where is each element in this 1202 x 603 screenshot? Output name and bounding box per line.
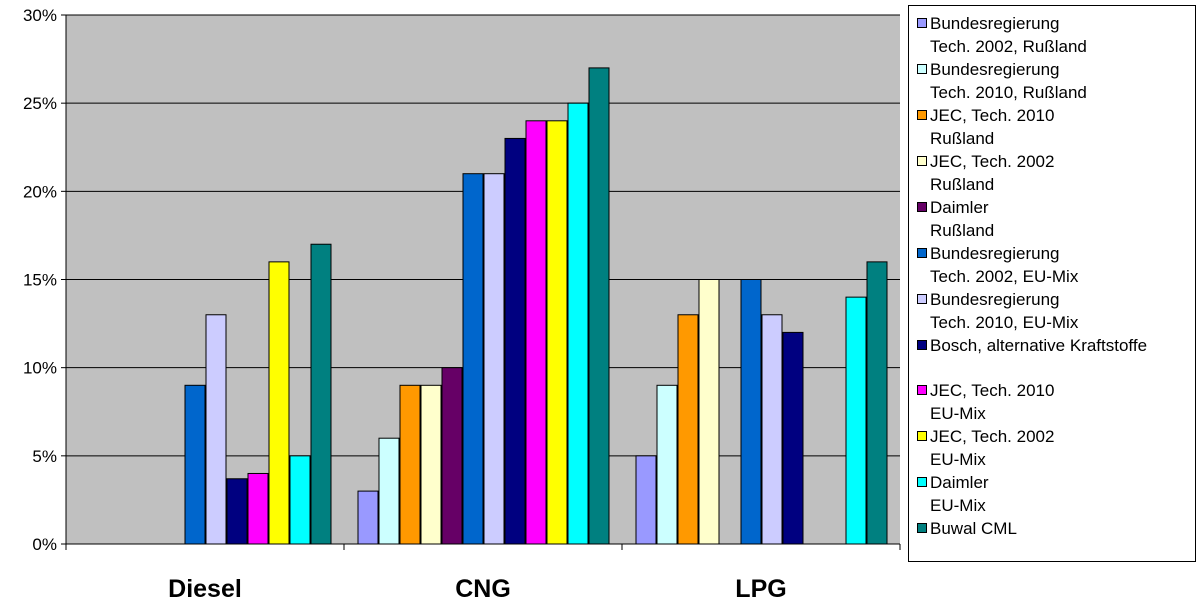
legend-item: Bosch, alternative Kraftstoffe — [917, 334, 1191, 357]
bar — [866, 261, 888, 545]
bar — [357, 490, 379, 545]
bar — [782, 331, 804, 545]
bar — [483, 173, 505, 545]
legend-swatch — [917, 523, 927, 533]
bar — [399, 384, 421, 545]
legend-label: JEC, Tech. 2010 Rußland — [930, 106, 1055, 148]
legend-swatch — [917, 431, 927, 441]
legend-item: Bundesregierung Tech. 2010, Rußland — [917, 58, 1191, 104]
y-tick-label: 25% — [23, 94, 57, 113]
legend: Bundesregierung Tech. 2002, Rußland Bunde… — [908, 5, 1196, 562]
bar — [378, 437, 400, 545]
y-tick-labels: 0% 5% 10% 15% 20% 25% 30% — [23, 6, 57, 554]
y-tick-label: 0% — [32, 535, 57, 554]
bar — [247, 472, 269, 545]
x-tick-label: CNG — [455, 575, 511, 603]
bar — [588, 67, 610, 545]
legend-swatch — [917, 477, 927, 487]
bar — [567, 102, 589, 545]
y-tick-label: 15% — [23, 271, 57, 290]
legend-label: JEC, Tech. 2002 EU-Mix — [930, 427, 1055, 469]
bars — [184, 67, 888, 545]
bar — [226, 478, 248, 545]
bar — [656, 384, 678, 545]
legend-swatch — [917, 294, 927, 304]
legend-label: JEC, Tech. 2010 EU-Mix — [930, 381, 1055, 423]
legend-item: Bundesregierung Tech. 2002, EU-Mix — [917, 242, 1191, 288]
legend-item: JEC, Tech. 2010 Rußland — [917, 104, 1191, 150]
bar — [546, 120, 568, 545]
bar — [268, 261, 290, 545]
bar — [635, 455, 657, 545]
legend-label: JEC, Tech. 2002 Rußland — [930, 152, 1055, 194]
legend-label: Bosch, alternative Kraftstoffe — [930, 336, 1148, 355]
x-tick-labels: Diesel CNG LPG — [168, 575, 787, 603]
legend-swatch — [917, 340, 927, 350]
y-tick-label: 30% — [23, 6, 57, 25]
bar — [420, 384, 442, 545]
legend-item: JEC, Tech. 2002 Rußland — [917, 150, 1191, 196]
legend-item: JEC, Tech. 2002 EU-Mix — [917, 425, 1191, 471]
legend-label: Buwal CML — [930, 519, 1017, 538]
bar — [504, 137, 526, 545]
legend-label: Daimler Rußland — [930, 198, 995, 240]
legend-label: Bundesregierung Tech. 2002, EU-Mix — [930, 244, 1079, 286]
legend-label: Bundesregierung Tech. 2010, Rußland — [930, 60, 1087, 102]
bar — [845, 296, 867, 545]
legend-swatch — [917, 385, 927, 395]
x-tick-label: LPG — [735, 575, 786, 603]
bar — [205, 314, 227, 545]
y-tick-label: 10% — [23, 359, 57, 378]
bar — [462, 173, 484, 545]
axes — [61, 14, 901, 550]
legend-swatch — [917, 248, 927, 258]
legend-item: Daimler EU-Mix — [917, 471, 1191, 517]
legend-swatch — [917, 18, 927, 28]
bar — [310, 243, 332, 545]
bar — [761, 314, 783, 545]
legend-swatch — [917, 64, 927, 74]
bar — [740, 279, 762, 545]
x-tick-label: Diesel — [168, 575, 242, 603]
bar — [525, 120, 547, 545]
legend-item: Bundesregierung Tech. 2002, Rußland — [917, 12, 1191, 58]
bar — [698, 279, 720, 545]
bar — [289, 455, 311, 545]
legend-item: Bundesregierung Tech. 2010, EU-Mix — [917, 288, 1191, 334]
legend-swatch — [917, 156, 927, 166]
bar — [677, 314, 699, 545]
legend-label: Daimler EU-Mix — [930, 473, 989, 515]
bar — [184, 384, 206, 545]
legend-item: Daimler Rußland — [917, 196, 1191, 242]
legend-item: Buwal CML — [917, 517, 1191, 540]
y-tick-label: 20% — [23, 182, 57, 201]
legend-swatch — [917, 110, 927, 120]
bar — [441, 367, 463, 545]
legend-swatch — [917, 202, 927, 212]
legend-label: Bundesregierung Tech. 2010, EU-Mix — [930, 290, 1079, 332]
legend-label: Bundesregierung Tech. 2002, Rußland — [930, 14, 1087, 56]
y-tick-label: 5% — [32, 447, 57, 466]
legend-item: JEC, Tech. 2010 EU-Mix — [917, 379, 1191, 425]
